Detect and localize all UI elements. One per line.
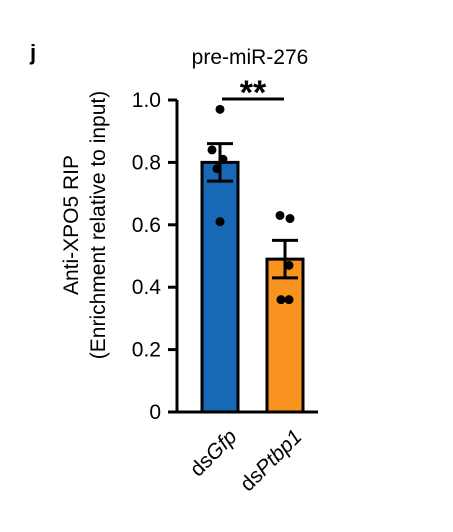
y-tick-label: 1.0: [132, 89, 161, 112]
error-bars: [207, 142, 298, 280]
y-axis-label-line2: (Enrichment relative to input): [87, 91, 110, 359]
data-point: [207, 145, 217, 155]
y-tick-label: 0: [149, 401, 161, 424]
data-point: [212, 164, 222, 174]
x-category-gene: Ptbp1: [251, 425, 306, 480]
y-axis-ticks: 0 0.2 0.4 0.6 0.8 1.0: [132, 89, 177, 424]
data-point: [284, 295, 294, 305]
y-tick-label: 0.8: [132, 151, 161, 174]
panel-letter: j: [29, 40, 36, 65]
bars: [200, 160, 305, 414]
y-axis-label-line1: Anti-XPO5 RIP: [60, 155, 83, 295]
y-tick-label: 0.6: [132, 214, 161, 237]
y-tick-label: 0.2: [132, 339, 161, 362]
bar: [265, 257, 305, 414]
chart-title: pre-miR-276: [192, 46, 309, 69]
data-point: [218, 154, 228, 164]
x-category-label: dsPtbp1: [236, 425, 307, 496]
data-points: [207, 104, 295, 305]
data-point: [285, 214, 295, 224]
significance-label: **: [240, 74, 267, 112]
y-axis-label: Anti-XPO5 RIP (Enrichment relative to in…: [60, 91, 110, 359]
data-point: [276, 295, 286, 305]
data-point: [215, 104, 225, 114]
data-point: [215, 217, 225, 227]
data-point: [284, 260, 294, 270]
x-category-label: dsGfp: [186, 425, 242, 481]
data-point: [275, 210, 285, 220]
y-tick-label: 0.4: [132, 276, 162, 299]
bar: [200, 160, 240, 414]
